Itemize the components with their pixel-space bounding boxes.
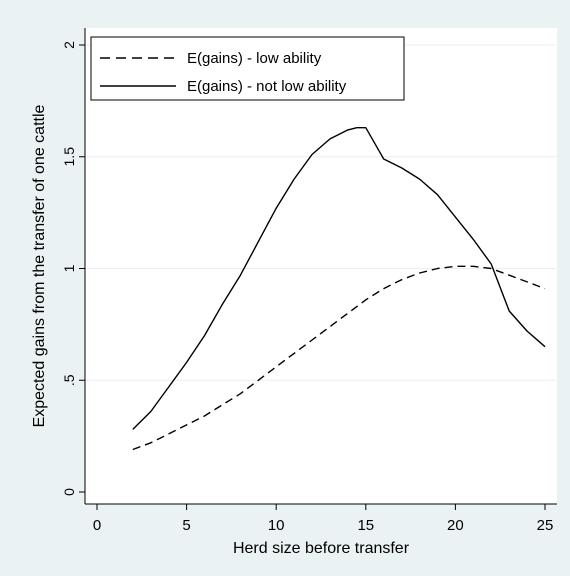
x-tick-label-2: 10 [268,517,285,534]
x-axis-label: Herd size before transfer [233,540,410,557]
y-tick-label-2: 1 [61,264,77,272]
y-tick-label-4: 2 [61,41,77,49]
legend-box [90,36,405,101]
x-tick-label-3: 15 [357,517,374,534]
legend-label-not-low-ability: E(gains) - not low ability [187,78,347,95]
x-tick-label-0: 0 [93,517,101,534]
series-lines [132,126,546,451]
y-tick-label-0: 0 [61,488,77,496]
legend-label-low-ability: E(gains) - low ability [187,50,322,67]
plot-region-background [85,28,557,504]
x-tick-label-5: 25 [537,517,554,534]
x-tick-label-1: 5 [182,517,190,534]
y-axis-label: Expected gains from the transfer of one … [31,104,48,427]
legend: E(gains) - low ability E(gains) - not lo… [90,36,405,101]
x-tick-label-4: 20 [447,517,464,534]
series-line-not-low-ability [132,126,546,430]
axes: 0.511.520 5 10 15 20 25 [61,28,557,534]
y-tick-label-1: .5 [61,374,77,386]
y-tick-label-3: 1.5 [61,147,77,167]
series-line-low-ability [132,265,546,451]
